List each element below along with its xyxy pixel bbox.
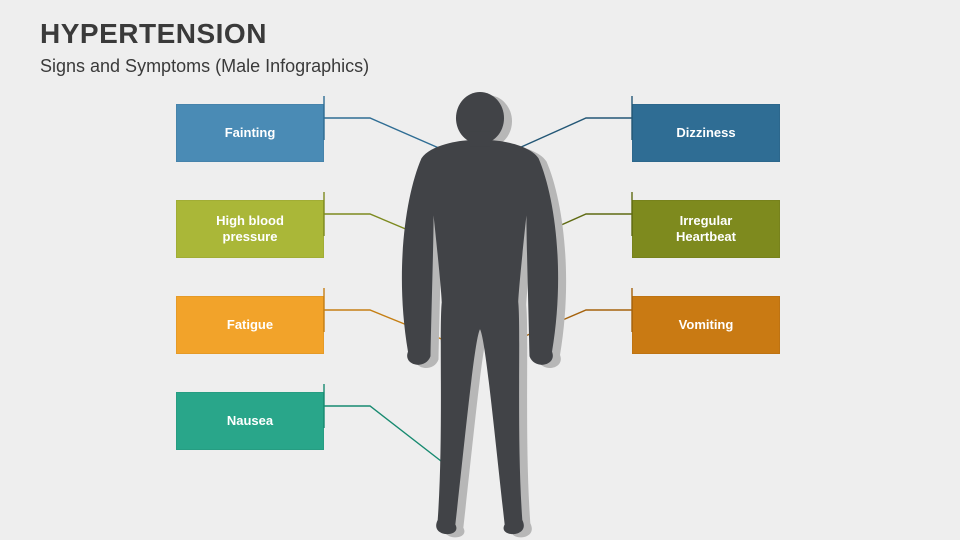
symptom-label: IrregularHeartbeat — [676, 213, 736, 246]
connector-lines — [324, 96, 632, 468]
symptom-label: Vomiting — [679, 317, 734, 333]
symptom-box-high-blood-pressure: High bloodpressure — [176, 200, 324, 258]
human-silhouette-icon — [402, 92, 566, 537]
symptom-box-fatigue: Fatigue — [176, 296, 324, 354]
page-subtitle: Signs and Symptoms (Male Infographics) — [40, 56, 369, 77]
symptom-label: High bloodpressure — [216, 213, 284, 246]
symptom-label: Fatigue — [227, 317, 273, 333]
symptom-label: Fainting — [225, 125, 276, 141]
diagram-svg — [0, 0, 960, 540]
symptom-box-irregular-heartbeat: IrregularHeartbeat — [632, 200, 780, 258]
symptom-box-nausea: Nausea — [176, 392, 324, 450]
symptom-box-dizziness: Dizziness — [632, 104, 780, 162]
symptom-label: Dizziness — [676, 125, 735, 141]
page-title: HYPERTENSION — [40, 18, 267, 50]
infographic-stage: HYPERTENSION Signs and Symptoms (Male In… — [0, 0, 960, 540]
symptom-label: Nausea — [227, 413, 273, 429]
symptom-box-vomiting: Vomiting — [632, 296, 780, 354]
symptom-box-fainting: Fainting — [176, 104, 324, 162]
